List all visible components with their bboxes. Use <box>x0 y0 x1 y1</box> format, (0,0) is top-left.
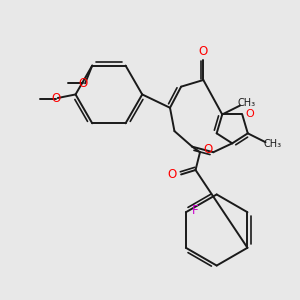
Text: CH₃: CH₃ <box>238 98 256 108</box>
Text: O: O <box>168 168 177 181</box>
Text: O: O <box>203 143 212 157</box>
Text: O: O <box>246 110 254 119</box>
Text: O: O <box>79 77 88 90</box>
Text: CH₃: CH₃ <box>263 140 281 149</box>
Text: O: O <box>199 45 208 58</box>
Text: O: O <box>51 92 60 105</box>
Text: F: F <box>191 203 198 217</box>
